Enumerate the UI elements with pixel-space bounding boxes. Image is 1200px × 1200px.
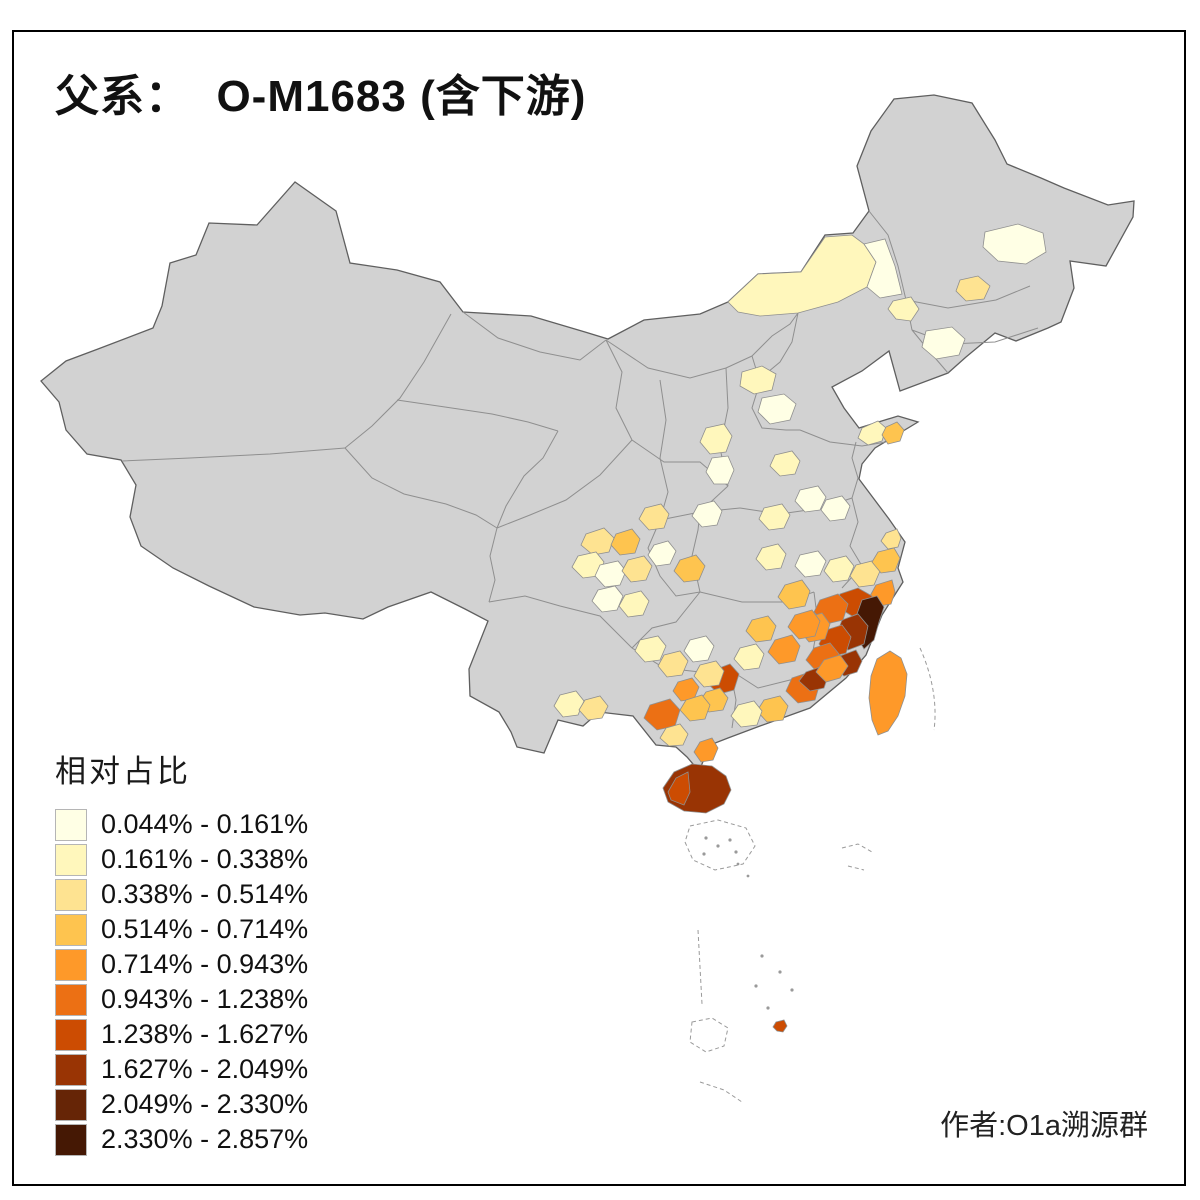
legend-label: 0.044% - 0.161%	[101, 809, 309, 839]
legend-item: 1.238% - 1.627%	[55, 1017, 308, 1052]
map-region	[610, 528, 641, 556]
legend-item: 0.044% - 0.161%	[55, 807, 308, 842]
map-region	[820, 495, 851, 522]
legend-title: 相对占比	[55, 754, 191, 789]
legend-swatch	[55, 878, 87, 911]
map-region	[758, 503, 791, 531]
legend-item: 2.330% - 2.857%	[55, 1122, 308, 1157]
map-region	[618, 590, 650, 618]
legend-item: 0.514% - 0.714%	[55, 912, 308, 947]
legend-item: 2.049% - 2.330%	[55, 1087, 308, 1122]
map-region	[921, 326, 966, 360]
map-region	[745, 615, 777, 643]
legend-label: 2.330% - 2.857%	[101, 1124, 309, 1154]
map-region	[767, 634, 801, 665]
legend-swatch	[55, 1088, 87, 1121]
legend-item: 1.627% - 2.049%	[55, 1052, 308, 1087]
map-region	[755, 543, 787, 571]
map-region	[823, 555, 855, 583]
legend-item: 0.943% - 1.238%	[55, 982, 308, 1017]
map-region	[621, 555, 653, 583]
map-region	[693, 737, 719, 763]
map-region	[815, 654, 849, 683]
legend-swatch	[55, 1018, 87, 1051]
legend-swatch	[55, 948, 87, 981]
legend-item: 0.161% - 0.338%	[55, 842, 308, 877]
sea-islands-decoration	[684, 647, 936, 1103]
legend-label: 2.049% - 2.330%	[101, 1089, 309, 1119]
map-region	[733, 643, 765, 671]
legend-swatch	[55, 1053, 87, 1086]
legend-swatch	[55, 808, 87, 841]
map-region	[638, 503, 670, 531]
legend-label: 0.714% - 0.943%	[101, 949, 309, 979]
map-region	[982, 223, 1047, 265]
colored-regions-layer	[553, 223, 1047, 1033]
map-region	[679, 694, 711, 722]
map-region	[794, 550, 827, 578]
legend-label: 0.338% - 0.514%	[101, 879, 309, 909]
legend-swatch	[55, 983, 87, 1016]
map-region	[634, 635, 667, 663]
legend-label: 0.514% - 0.714%	[101, 914, 309, 944]
legend-item: 0.714% - 0.943%	[55, 947, 308, 982]
map-region	[691, 500, 723, 528]
page-title: 父系： O-M1683 (含下游)	[55, 72, 587, 121]
legend-label: 0.943% - 1.238%	[101, 984, 309, 1014]
map-region	[887, 296, 920, 322]
legend: 相对占比 0.044% - 0.161% 0.161% - 0.338% 0.338…	[55, 746, 308, 1157]
map-region	[739, 365, 777, 395]
map-region	[880, 528, 902, 550]
legend-items: 0.044% - 0.161% 0.161% - 0.338% 0.338% - 0…	[55, 807, 308, 1157]
map-region	[580, 527, 615, 556]
map-region	[730, 700, 763, 728]
map-region	[868, 650, 908, 736]
legend-label: 0.161% - 0.338%	[101, 844, 309, 874]
map-region	[857, 420, 887, 446]
legend-swatch	[55, 1123, 87, 1156]
map-region	[777, 579, 811, 610]
map-region	[667, 771, 691, 806]
map-region	[772, 1019, 788, 1033]
map-region	[647, 540, 677, 567]
map-region	[757, 393, 797, 425]
map-region	[693, 660, 725, 688]
legend-swatch	[55, 913, 87, 946]
map-region	[881, 421, 905, 445]
map-region	[553, 690, 585, 718]
map-region	[683, 635, 715, 663]
map-region	[705, 455, 735, 485]
map-region	[849, 560, 881, 588]
legend-label: 1.238% - 1.627%	[101, 1019, 309, 1049]
map-region	[794, 485, 827, 513]
map-region	[699, 423, 733, 455]
map-region	[657, 650, 689, 678]
china-mainland-outline	[40, 94, 1135, 773]
map-region	[594, 560, 627, 588]
map-region	[673, 554, 706, 583]
map-region	[955, 275, 991, 302]
legend-label: 1.627% - 2.049%	[101, 1054, 309, 1084]
map-region	[578, 695, 609, 721]
map-region	[863, 238, 903, 299]
map-region	[769, 450, 801, 477]
legend-item: 0.338% - 0.514%	[55, 877, 308, 912]
map-region	[787, 609, 821, 640]
map-region	[659, 723, 689, 747]
attribution: 作者:O1a溯源群	[940, 1110, 1148, 1142]
map-region	[591, 585, 624, 613]
legend-swatch	[55, 843, 87, 876]
